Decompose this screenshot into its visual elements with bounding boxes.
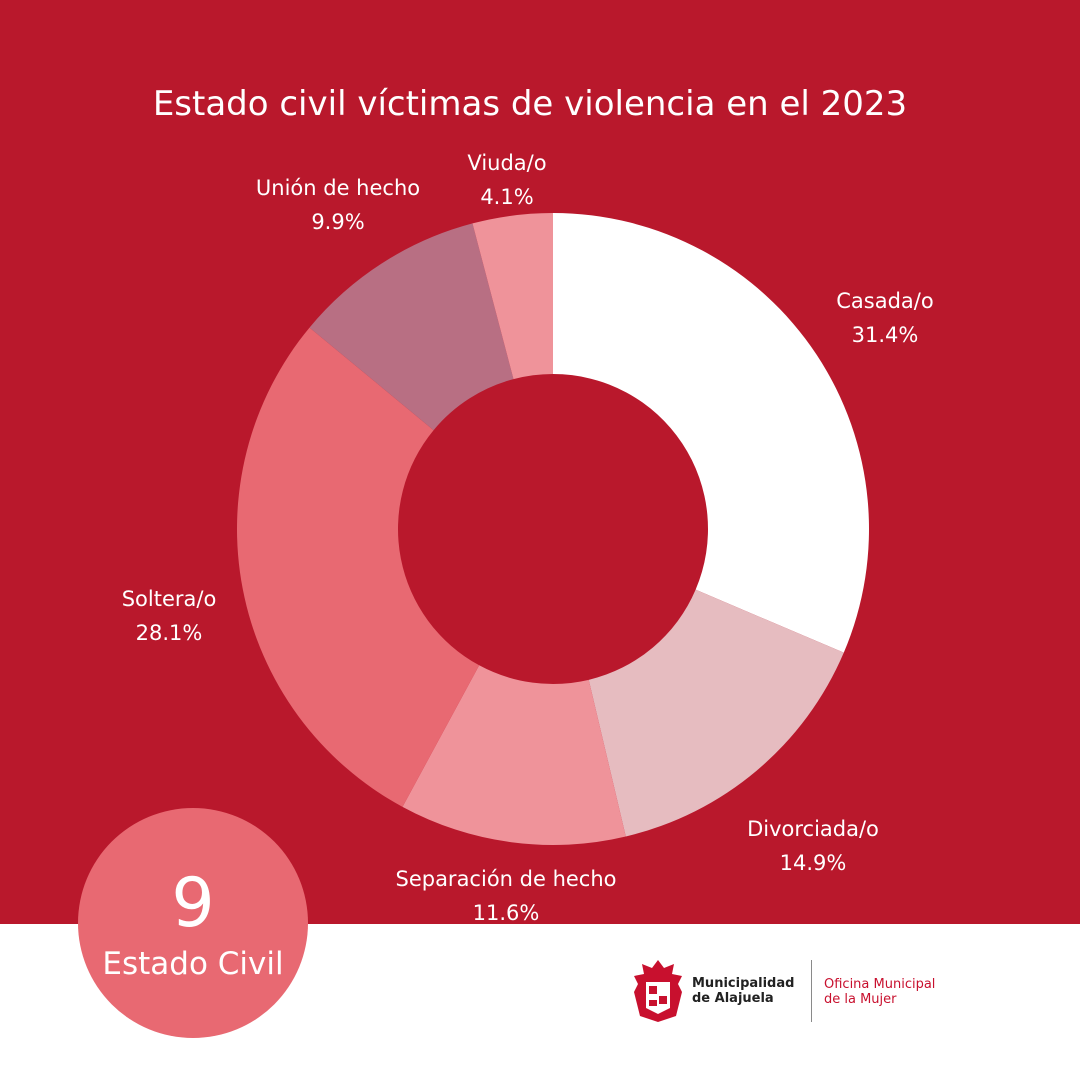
- donut-slice-casada-o: [553, 213, 870, 653]
- slice-label-casada: Casada/o 31.4%: [836, 284, 933, 352]
- slice-label-separacion: Separación de hecho 11.6%: [395, 862, 616, 930]
- donut-slice-uni-n-de-hecho: [309, 223, 514, 431]
- slice-value-separacion: 11.6%: [472, 901, 540, 925]
- slice-value-divorciada: 14.9%: [779, 851, 847, 875]
- count-badge: 9 Estado Civil: [78, 808, 308, 1038]
- slice-name-viuda: Viuda/o: [467, 151, 547, 175]
- slice-value-union: 9.9%: [311, 210, 365, 234]
- municipality-name-line1: Municipalidad: [692, 976, 795, 991]
- slice-value-soltera: 28.1%: [135, 621, 203, 645]
- badge-label: Estado Civil: [102, 946, 284, 982]
- slice-name-union: Unión de hecho: [255, 176, 421, 200]
- office-name-line2: de la Mujer: [824, 992, 897, 1007]
- slice-value-casada: 31.4%: [851, 323, 919, 347]
- slice-name-casada: Casada/o: [836, 289, 934, 313]
- slice-name-divorciada: Divorciada/o: [747, 817, 879, 841]
- municipality-crest-icon: [634, 960, 682, 1022]
- slice-label-viuda: Viuda/o 4.1%: [467, 146, 546, 214]
- slice-name-separacion: Separación de hecho: [395, 867, 617, 891]
- donut-slice-separaci-n-de-hecho: [402, 665, 626, 846]
- donut-slice-soltera-o: [236, 327, 480, 807]
- donut-slice-viuda-o: [472, 213, 553, 380]
- slice-value-viuda: 4.1%: [480, 185, 534, 209]
- slice-label-soltera: Soltera/o 28.1%: [122, 582, 217, 650]
- slice-label-union: Unión de hecho 9.9%: [256, 171, 420, 239]
- slice-label-divorciada: Divorciada/o 14.9%: [747, 812, 879, 880]
- donut-slice-divorciada-o: [588, 589, 844, 837]
- slice-name-soltera: Soltera/o: [121, 587, 217, 611]
- logo-block: Municipalidad de Alajuela Oficina Munici…: [630, 956, 970, 1026]
- office-name: Oficina Municipal de la Mujer: [824, 977, 935, 1007]
- badge-number: 9: [171, 864, 215, 943]
- office-name-line1: Oficina Municipal: [824, 977, 936, 992]
- chart-title: Estado civil víctimas de violencia en el…: [152, 84, 908, 124]
- logo-divider: [811, 960, 812, 1022]
- municipality-name: Municipalidad de Alajuela: [692, 976, 794, 1006]
- municipality-name-line2: de Alajuela: [692, 991, 774, 1006]
